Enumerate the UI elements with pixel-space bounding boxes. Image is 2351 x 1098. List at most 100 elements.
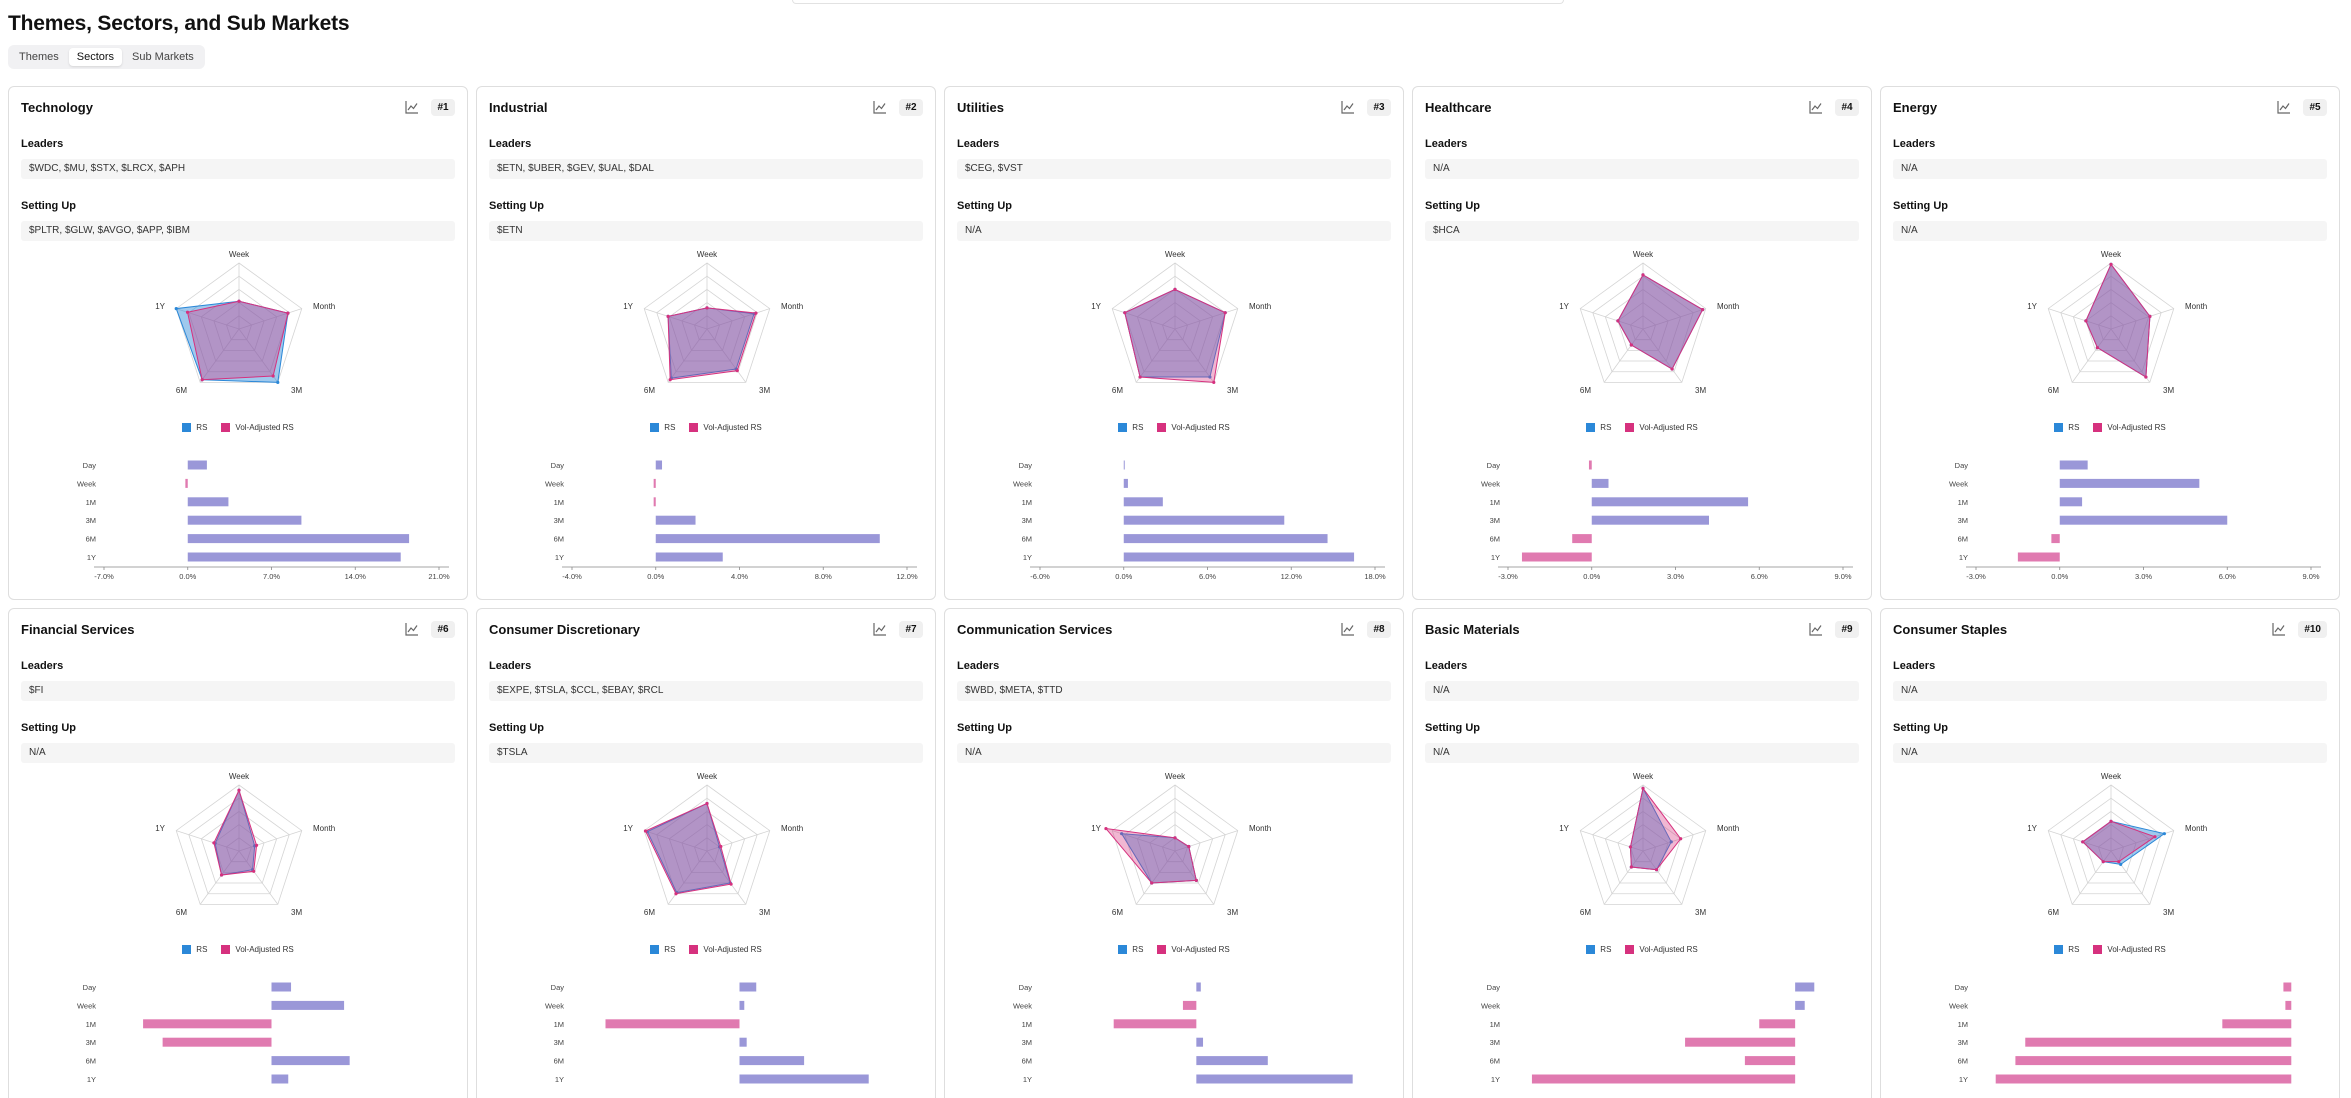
legend-rs[interactable]: RS — [1118, 945, 1143, 954]
bar[interactable] — [1744, 1056, 1796, 1066]
radar-series-vol[interactable] — [2085, 263, 2151, 378]
bar[interactable] — [1196, 1074, 1353, 1084]
radar-point-vol[interactable] — [252, 869, 256, 873]
radar-point-rs[interactable] — [2119, 862, 2123, 866]
legend-vol-adjusted-rs[interactable]: Vol-Adjusted RS — [1625, 423, 1698, 432]
radar-point-vol[interactable] — [668, 378, 672, 382]
radar-point-vol[interactable] — [200, 378, 204, 382]
bar[interactable] — [1521, 552, 1592, 562]
radar-series-vol[interactable] — [186, 300, 289, 381]
radar-point-vol[interactable] — [1173, 287, 1177, 291]
radar-point-vol[interactable] — [1641, 786, 1645, 790]
bar[interactable] — [1123, 460, 1125, 470]
radar-point-vol[interactable] — [1223, 311, 1227, 315]
bar[interactable] — [1795, 1000, 1805, 1010]
radar-series-rs[interactable] — [214, 788, 256, 876]
radar-point-vol[interactable] — [271, 374, 275, 378]
bar[interactable] — [185, 478, 188, 488]
bar[interactable] — [1572, 534, 1592, 544]
radar-point-vol[interactable] — [705, 306, 709, 310]
radar-point-vol[interactable] — [1629, 343, 1633, 347]
radar-point-vol[interactable] — [643, 829, 648, 833]
radar-point-vol[interactable] — [2153, 835, 2157, 839]
radar-point-vol[interactable] — [754, 311, 758, 315]
bar[interactable] — [187, 515, 302, 525]
bar[interactable] — [1588, 460, 1592, 470]
bar[interactable] — [187, 552, 401, 562]
radar-series-vol[interactable] — [213, 788, 258, 876]
bar[interactable] — [1123, 497, 1163, 507]
bar[interactable] — [2285, 1000, 2292, 1010]
bar[interactable] — [2059, 515, 2228, 525]
radar-point-vol[interactable] — [1616, 319, 1620, 323]
line-chart-icon[interactable] — [1809, 100, 1823, 114]
radar-point-vol[interactable] — [2117, 860, 2121, 864]
radar-series-vol[interactable] — [2081, 820, 2157, 863]
radar-series-vol[interactable] — [644, 802, 732, 895]
bar[interactable] — [1196, 1056, 1268, 1066]
bar[interactable] — [655, 552, 723, 562]
legend-rs[interactable]: RS — [1586, 423, 1611, 432]
bar[interactable] — [1531, 1074, 1796, 1084]
radar-series-vol[interactable] — [1617, 274, 1704, 370]
bar[interactable] — [739, 1000, 745, 1010]
radar-point-vol[interactable] — [212, 841, 216, 845]
bar[interactable] — [187, 534, 410, 544]
bar[interactable] — [1182, 1000, 1197, 1010]
tab-sectors[interactable]: Sectors — [68, 48, 123, 66]
radar-point-vol[interactable] — [729, 882, 733, 886]
bar[interactable] — [1995, 1074, 2292, 1084]
line-chart-icon[interactable] — [405, 100, 419, 114]
radar-point-rs[interactable] — [1669, 840, 1673, 844]
radar-series-vol[interactable] — [1124, 288, 1226, 383]
radar-point-vol[interactable] — [1123, 311, 1127, 315]
legend-vol-adjusted-rs[interactable]: Vol-Adjusted RS — [1157, 423, 1230, 432]
radar-point-vol[interactable] — [1654, 868, 1659, 872]
bar[interactable] — [1795, 982, 1815, 992]
radar-point-vol[interactable] — [185, 310, 190, 314]
bar[interactable] — [2017, 552, 2060, 562]
radar-point-vol[interactable] — [2095, 346, 2100, 350]
legend-vol-adjusted-rs[interactable]: Vol-Adjusted RS — [2093, 423, 2166, 432]
radar-series-vol[interactable] — [1104, 827, 1197, 884]
bar[interactable] — [605, 1019, 740, 1029]
bar[interactable] — [1591, 515, 1709, 525]
legend-rs[interactable]: RS — [1118, 423, 1143, 432]
radar-point-vol[interactable] — [2109, 819, 2113, 823]
line-chart-icon[interactable] — [1341, 622, 1355, 636]
radar-point-vol[interactable] — [219, 873, 224, 877]
legend-vol-adjusted-rs[interactable]: Vol-Adjusted RS — [689, 945, 762, 954]
legend-rs[interactable]: RS — [2054, 945, 2079, 954]
bar[interactable] — [2059, 478, 2200, 488]
bar[interactable] — [162, 1037, 272, 1047]
radar-point-vol[interactable] — [1670, 367, 1674, 371]
radar-point-vol[interactable] — [1628, 845, 1633, 849]
radar-point-vol[interactable] — [1641, 273, 1645, 277]
bar[interactable] — [739, 982, 757, 992]
bar[interactable] — [655, 460, 663, 470]
bar[interactable] — [1113, 1019, 1197, 1029]
legend-vol-adjusted-rs[interactable]: Vol-Adjusted RS — [221, 945, 294, 954]
bar[interactable] — [739, 1074, 869, 1084]
radar-point-vol[interactable] — [2081, 840, 2085, 844]
radar-point-vol[interactable] — [2101, 860, 2105, 864]
bar[interactable] — [1196, 982, 1201, 992]
radar-point-vol[interactable] — [1212, 380, 1216, 384]
bar[interactable] — [271, 1000, 345, 1010]
radar-point-vol[interactable] — [674, 892, 678, 896]
bar[interactable] — [2025, 1037, 2292, 1047]
radar-series-vol[interactable] — [1629, 787, 1682, 871]
bar[interactable] — [2059, 497, 2083, 507]
bar[interactable] — [143, 1019, 272, 1029]
radar-point-vol[interactable] — [254, 843, 259, 847]
bar[interactable] — [2283, 982, 2292, 992]
bar[interactable] — [2222, 1019, 2292, 1029]
legend-vol-adjusted-rs[interactable]: Vol-Adjusted RS — [221, 423, 294, 432]
bar[interactable] — [1123, 478, 1128, 488]
radar-point-vol[interactable] — [1187, 844, 1191, 849]
radar-point-vol[interactable] — [1679, 837, 1683, 841]
radar-point-rs[interactable] — [1208, 375, 1212, 379]
tab-sub-markets[interactable]: Sub Markets — [132, 51, 194, 63]
bar[interactable] — [739, 1037, 747, 1047]
bar[interactable] — [1759, 1019, 1796, 1029]
